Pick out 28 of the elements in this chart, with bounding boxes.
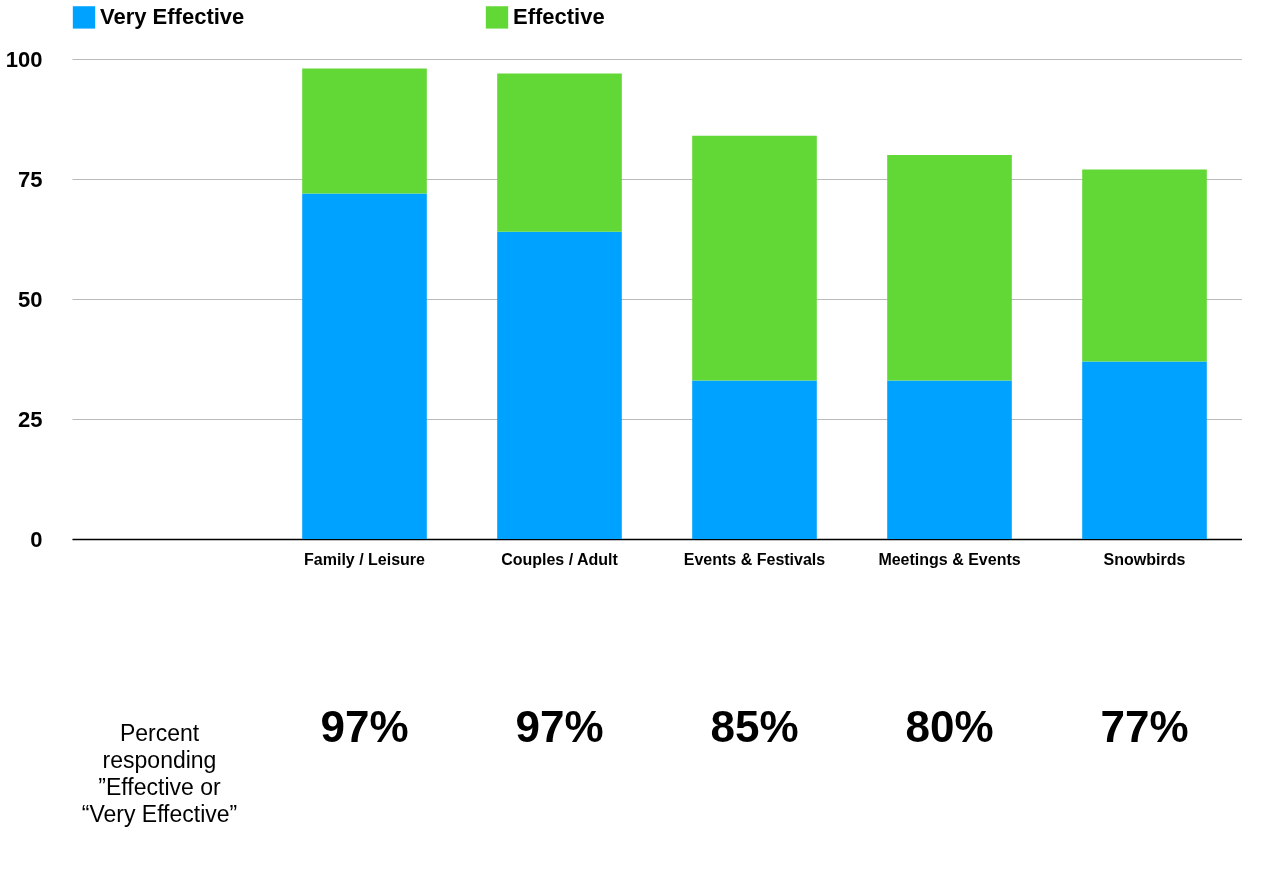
bar [692, 135, 817, 381]
bar [1082, 169, 1207, 362]
text: 85% [710, 702, 799, 751]
x-tick-label: Events & Festivals [683, 550, 826, 568]
text: 97% [515, 702, 604, 751]
text: 97% [320, 702, 409, 751]
x-tick-label: Snowbirds [1103, 550, 1186, 568]
y-tick-label: 100 [5, 46, 43, 72]
legend-label: Effective [513, 4, 605, 30]
bar [302, 68, 427, 194]
x-tick-label: Family / Leisure [304, 550, 426, 568]
y-tick-label: 0 [30, 526, 43, 552]
text: Percent responding ”Effective or “Very Effective” [81, 720, 238, 827]
x-tick-label: Meetings & Events [878, 550, 1021, 568]
bar [1082, 361, 1207, 539]
bar [497, 73, 622, 232]
text: 80% [905, 702, 994, 751]
bar [887, 155, 1012, 381]
x-tick-label: Couples / Adult [501, 550, 619, 568]
bar [692, 380, 817, 539]
y-tick-label: 25 [18, 406, 43, 432]
text: 77% [1100, 702, 1189, 751]
y-tick-label: 75 [18, 166, 43, 192]
bar [497, 231, 622, 539]
legend-label: Very Effective [100, 4, 245, 30]
bar [302, 193, 427, 539]
bar [887, 380, 1012, 539]
y-tick-label: 50 [18, 286, 43, 312]
